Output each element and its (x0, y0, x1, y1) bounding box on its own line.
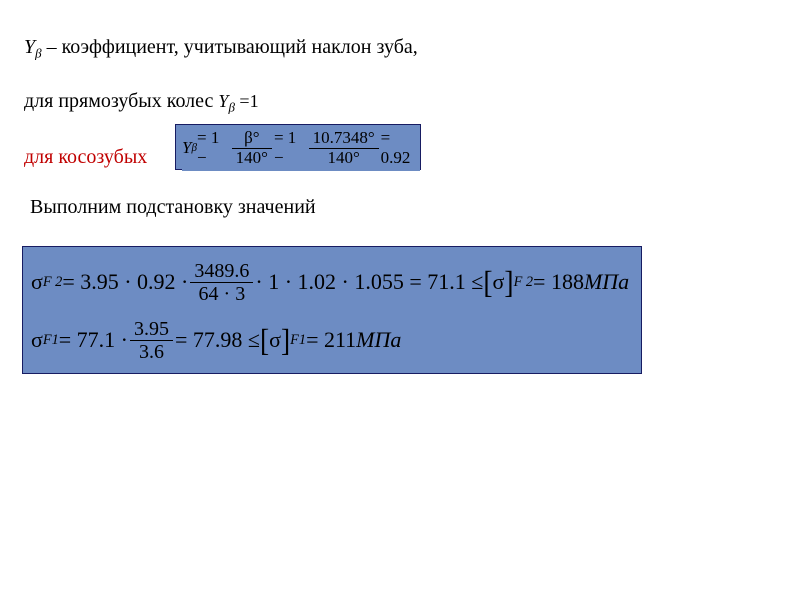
r1-frac: 3489.6 64 · 3 (190, 260, 253, 305)
r1-rbracket: ] (504, 264, 513, 301)
substitution-heading: Выполним подстановку значений (30, 196, 316, 219)
fb1-frac2-num: 10.7348° (309, 129, 379, 148)
r1-frac-num: 3489.6 (190, 260, 253, 282)
fb1-frac1-den: 140° (232, 148, 272, 168)
coeff-definition: Yβ – коэффициент, учитывающий наклон зуб… (24, 36, 418, 62)
fb1-mid: = 1 − (274, 128, 307, 168)
r1-sigma-sub: F 2 (43, 274, 62, 291)
spur-gears-text: для прямозубых колес (24, 90, 218, 112)
r2-frac-den: 3.6 (130, 340, 173, 363)
r1-br-sub: F 2 (514, 274, 533, 291)
r1-sigma: σ (31, 269, 43, 295)
fb1-frac2-den: 140° (309, 148, 379, 168)
r2-br-sigma: σ (269, 327, 281, 353)
r2-post: = 77.98 ≤ (175, 327, 260, 353)
fb1-frac2: 10.7348° 140° (309, 129, 379, 167)
r1-post: · 1 · 1.02 · 1.055 = 71.1 ≤ (255, 269, 483, 295)
r2-br-sub: F1 (290, 332, 306, 349)
formula-box-sigma: σF 2 = 3.95 · 0.92 · 3489.6 64 · 3 · 1 ·… (22, 246, 642, 374)
r1-br-sigma: σ (493, 269, 505, 295)
fb1-frac1-num: β° (232, 129, 272, 148)
r2-frac-num: 3.95 (130, 318, 173, 340)
formula-box-ybeta: Yβ = 1 − β° 140° = 1 − 10.7348° 140° = 0… (175, 124, 421, 170)
helical-gears-text: для косозубых (24, 146, 147, 168)
r2-rbracket: ] (281, 322, 290, 359)
fb1-eq1: = 1 − (197, 128, 230, 168)
r1-unit: МПа (584, 269, 629, 295)
helical-gears-line: для косозубых (24, 146, 147, 169)
ybeta-eq-1: =1 (235, 91, 259, 111)
r1-frac-den: 64 · 3 (190, 282, 253, 305)
coeff-definition-text: – коэффициент, учитывающий наклон зуба, (47, 36, 418, 58)
r2-pre: = 77.1 · (59, 327, 128, 353)
ybeta-var-2: Y (218, 91, 228, 111)
r2-rhs: = 211 (306, 327, 356, 353)
spur-gears-line: для прямозубых колес Yβ =1 (24, 90, 259, 116)
substitution-heading-text: Выполним подстановку значений (30, 196, 316, 218)
r1-lbracket: [ (483, 264, 492, 301)
var-ybeta: Y (24, 36, 35, 58)
r1-pre: = 3.95 · 0.92 · (62, 269, 188, 295)
r2-sigma: σ (31, 327, 43, 353)
fb1-frac1: β° 140° (232, 129, 272, 167)
fb1-rhs: = 0.92 (381, 128, 420, 168)
r2-unit: МПа (356, 327, 401, 353)
r2-sigma-sub: F1 (43, 332, 59, 349)
r2-lbracket: [ (260, 322, 269, 359)
r2-frac: 3.95 3.6 (130, 318, 173, 363)
r1-rhs: = 188 (533, 269, 584, 295)
var-ybeta-sub: β (35, 46, 41, 61)
